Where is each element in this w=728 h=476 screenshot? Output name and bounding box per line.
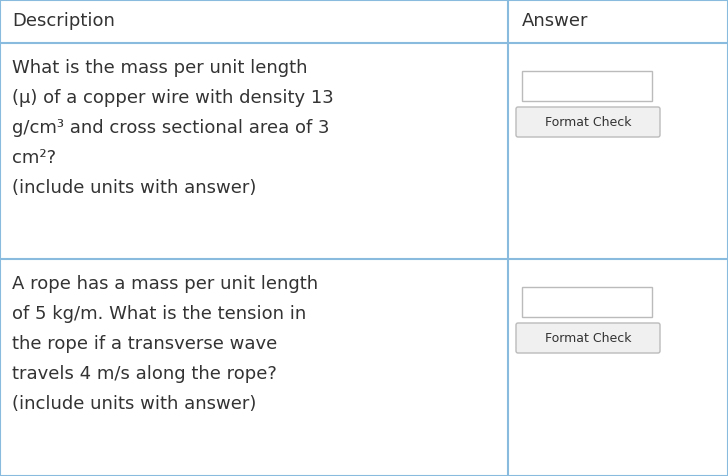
- FancyBboxPatch shape: [516, 107, 660, 137]
- Bar: [0, 0, 728, 43]
- Text: g/cm³ and cross sectional area of 3: g/cm³ and cross sectional area of 3: [12, 119, 330, 137]
- Bar: [522, 287, 652, 317]
- Text: cm²?: cm²?: [12, 149, 56, 167]
- Bar: [0, 43, 728, 259]
- Text: A rope has a mass per unit length: A rope has a mass per unit length: [12, 275, 318, 293]
- Text: Answer: Answer: [522, 12, 588, 30]
- Text: the rope if a transverse wave: the rope if a transverse wave: [12, 335, 277, 353]
- FancyBboxPatch shape: [516, 323, 660, 353]
- Text: What is the mass per unit length: What is the mass per unit length: [12, 59, 307, 77]
- Bar: [522, 71, 652, 101]
- Text: Description: Description: [12, 12, 115, 30]
- Text: of 5 kg/m. What is the tension in: of 5 kg/m. What is the tension in: [12, 305, 306, 323]
- Text: travels 4 m/s along the rope?: travels 4 m/s along the rope?: [12, 365, 277, 383]
- Text: Format Check: Format Check: [545, 116, 631, 129]
- Bar: [0, 259, 728, 476]
- Text: (include units with answer): (include units with answer): [12, 395, 256, 413]
- Text: (include units with answer): (include units with answer): [12, 179, 256, 197]
- Text: Format Check: Format Check: [545, 331, 631, 345]
- Text: (μ) of a copper wire with density 13: (μ) of a copper wire with density 13: [12, 89, 333, 107]
